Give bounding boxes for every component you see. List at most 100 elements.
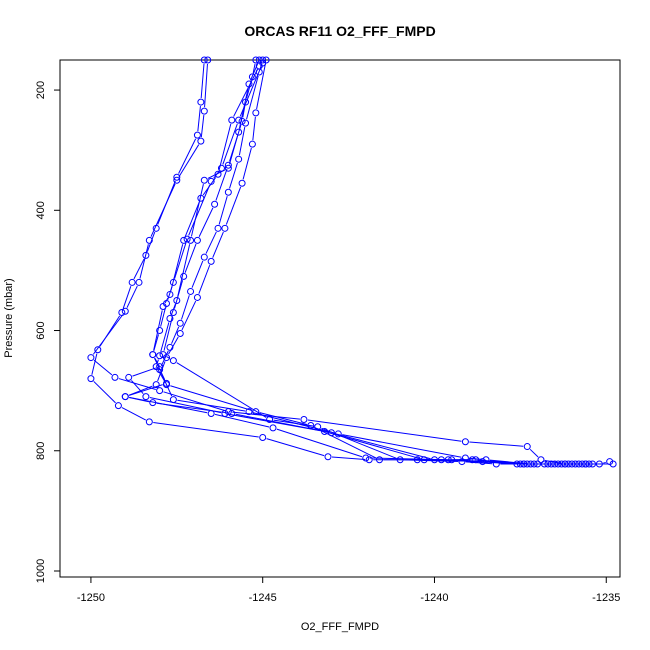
series-segment bbox=[160, 322, 170, 353]
y-tick-label: 800 bbox=[35, 442, 47, 460]
data-point bbox=[245, 408, 253, 416]
series-segment bbox=[225, 186, 242, 225]
data-point bbox=[259, 434, 267, 442]
series-segment bbox=[246, 75, 259, 120]
data-point bbox=[472, 456, 480, 464]
data-point bbox=[461, 438, 469, 446]
series-segment bbox=[218, 195, 228, 225]
y-tick-label: 1000 bbox=[35, 559, 47, 583]
series-segment bbox=[121, 407, 147, 421]
data-point bbox=[125, 373, 133, 381]
data-point bbox=[228, 116, 236, 124]
data-point bbox=[114, 402, 122, 410]
series-segment bbox=[174, 242, 187, 279]
data-point bbox=[252, 408, 260, 416]
data-point bbox=[187, 236, 195, 244]
data-point bbox=[221, 409, 229, 417]
series-segment bbox=[314, 426, 377, 459]
data-point bbox=[420, 456, 428, 464]
x-tick-label: -1250 bbox=[77, 592, 105, 604]
series-segment bbox=[163, 316, 173, 351]
data-point bbox=[561, 460, 569, 468]
series-segment bbox=[252, 63, 256, 74]
series-segment bbox=[146, 231, 156, 252]
series-segment bbox=[170, 385, 253, 411]
series-segment bbox=[122, 286, 132, 309]
data-point bbox=[595, 460, 603, 468]
data-point bbox=[523, 443, 531, 451]
series-2 bbox=[156, 56, 579, 468]
series-segment bbox=[153, 310, 163, 351]
series-segment bbox=[171, 326, 180, 344]
series-segment bbox=[154, 357, 166, 381]
series-segment bbox=[307, 419, 462, 442]
series-segment bbox=[218, 123, 232, 171]
data-point bbox=[214, 170, 222, 178]
data-point bbox=[224, 164, 232, 172]
data-point bbox=[200, 107, 208, 115]
y-axis-label: Pressure (mbar) bbox=[3, 278, 15, 357]
data-point bbox=[606, 458, 614, 466]
series-segment bbox=[129, 397, 149, 403]
series-segment bbox=[168, 336, 179, 355]
series-segment bbox=[131, 380, 144, 395]
data-point bbox=[259, 56, 267, 64]
series-segment bbox=[188, 184, 211, 236]
series-segment bbox=[157, 369, 165, 382]
series-segment bbox=[160, 307, 167, 327]
series-segment bbox=[273, 419, 314, 427]
series-segment bbox=[184, 201, 200, 237]
data-point bbox=[242, 119, 250, 127]
data-point bbox=[180, 272, 188, 280]
data-point bbox=[87, 354, 95, 362]
series-segment bbox=[128, 384, 163, 396]
data-point bbox=[516, 460, 524, 468]
series-segment bbox=[276, 428, 363, 458]
data-point bbox=[252, 56, 260, 64]
series-segment bbox=[133, 258, 145, 280]
series-segment bbox=[239, 66, 262, 117]
series-segment bbox=[118, 378, 156, 390]
series-segment bbox=[191, 260, 204, 288]
data-point bbox=[173, 296, 181, 304]
series-segment bbox=[197, 106, 201, 132]
data-point bbox=[180, 236, 188, 244]
series-segment bbox=[465, 461, 493, 465]
data-point bbox=[228, 409, 236, 417]
series-segment bbox=[259, 412, 308, 426]
data-point bbox=[163, 354, 171, 362]
data-point bbox=[321, 428, 329, 436]
data-point bbox=[193, 236, 201, 244]
data-point bbox=[235, 128, 243, 136]
data-point bbox=[197, 98, 205, 106]
series-6 bbox=[152, 56, 614, 468]
series-segment bbox=[184, 243, 197, 273]
data-point bbox=[235, 116, 243, 124]
series-3 bbox=[87, 56, 586, 468]
series-segment bbox=[328, 432, 421, 460]
data-point bbox=[156, 327, 164, 335]
series-segment bbox=[190, 184, 204, 237]
y-tick-label: 600 bbox=[35, 321, 47, 339]
series-segment bbox=[93, 381, 116, 404]
series-segment bbox=[252, 116, 256, 141]
data-point bbox=[197, 137, 205, 145]
series-segment bbox=[200, 115, 205, 138]
series-segment bbox=[212, 231, 224, 258]
series-segment bbox=[242, 105, 246, 118]
data-point bbox=[300, 415, 308, 423]
data-point bbox=[187, 287, 195, 295]
series-segment bbox=[469, 457, 483, 460]
series-segment bbox=[178, 144, 200, 178]
data-point bbox=[266, 415, 274, 423]
series-segment bbox=[157, 361, 166, 382]
series-segment bbox=[242, 147, 252, 180]
series-segment bbox=[204, 63, 208, 108]
x-axis: -1250 -1245 -1240 -1235 bbox=[77, 577, 620, 604]
data-point bbox=[163, 379, 171, 387]
series-segment bbox=[153, 421, 259, 438]
data-point bbox=[94, 346, 102, 354]
y-axis: 200 400 600 800 1000 bbox=[35, 81, 60, 583]
data-point bbox=[156, 363, 164, 371]
data-point bbox=[156, 352, 164, 360]
